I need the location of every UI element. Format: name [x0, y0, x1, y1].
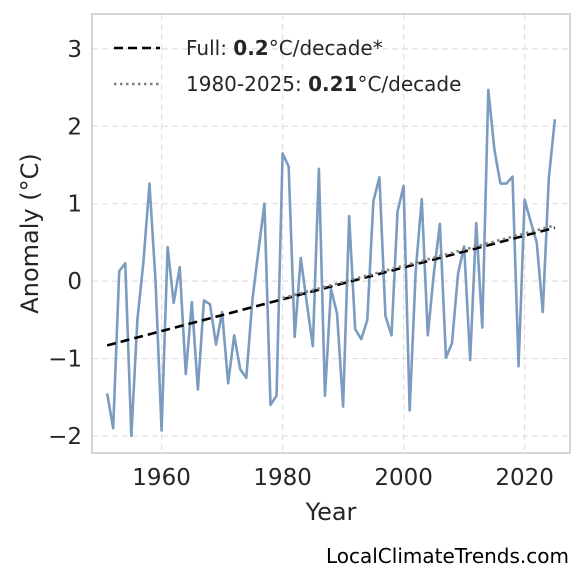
- y-tick-label: −1: [48, 347, 82, 373]
- legend-full-suffix: °C/decade*: [269, 36, 383, 60]
- x-axis-label: Year: [305, 498, 357, 526]
- plot-frame: [91, 13, 571, 454]
- tick-labels: 1960 1980 2000 2020 −2 −1 0 1 2 3: [48, 37, 554, 491]
- y-tick-label: 3: [67, 37, 82, 63]
- legend-label-1980-2025: 1980-2025: 0.21°C/decade: [186, 72, 461, 96]
- legend-recent-suffix: °C/decade: [357, 72, 461, 96]
- legend-recent-prefix: 1980-2025:: [186, 72, 308, 96]
- y-tick-label: 1: [67, 192, 82, 218]
- x-tick-label: 1980: [253, 465, 312, 491]
- y-tick-label: 0: [67, 269, 82, 295]
- y-tick-label: −2: [48, 424, 82, 450]
- y-tick-label: 2: [67, 114, 82, 140]
- x-tick-label: 2000: [374, 465, 433, 491]
- trend-line-1980-2025: [282, 224, 556, 300]
- x-tick-label: 2020: [495, 465, 554, 491]
- legend-recent-value: 0.21: [308, 72, 357, 96]
- x-tick-label: 1960: [132, 465, 191, 491]
- watermark: LocalClimateTrends.com: [325, 544, 569, 568]
- legend-full-prefix: Full:: [186, 36, 233, 60]
- grid: [92, 14, 570, 453]
- legend-label-full: Full: 0.2°C/decade*: [186, 36, 383, 60]
- legend: Full: 0.2°C/decade* 1980-2025: 0.21°C/de…: [114, 36, 461, 96]
- data-layer: [105, 88, 557, 438]
- y-axis-label: Anomaly (°C): [16, 153, 44, 313]
- legend-full-value: 0.2: [233, 36, 268, 60]
- series-line: [105, 88, 557, 438]
